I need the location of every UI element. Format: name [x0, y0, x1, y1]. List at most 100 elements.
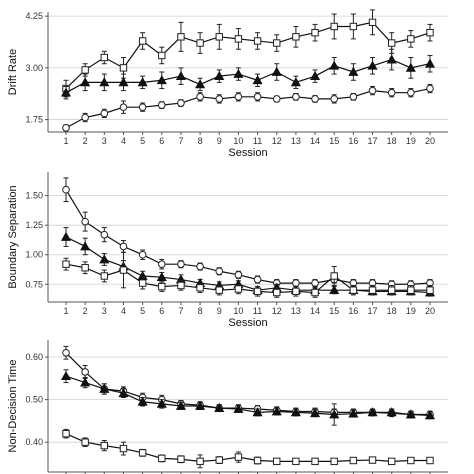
data-point: [156, 271, 167, 282]
data-point: [234, 271, 243, 279]
y-tick-label: 0.40: [25, 437, 43, 447]
data-point: [157, 260, 166, 268]
data-point: [157, 101, 166, 109]
data-point: [177, 281, 185, 290]
data-point: [329, 409, 340, 419]
x-tick-label: 20: [425, 306, 435, 316]
data-point: [426, 286, 434, 294]
data-point: [214, 70, 225, 80]
data-point: [290, 77, 301, 87]
data-point: [214, 402, 225, 412]
data-point: [138, 37, 147, 45]
x-tick-label: 8: [198, 306, 203, 316]
x-tick-label: 1: [63, 136, 68, 146]
x-tick-label: 17: [368, 136, 378, 146]
x-tick-label: 14: [310, 136, 320, 146]
data-point: [60, 231, 72, 241]
x-tick-label: 15: [329, 136, 339, 146]
data-point: [271, 406, 282, 416]
data-point: [99, 77, 110, 87]
data-point: [348, 408, 359, 418]
data-point: [100, 53, 109, 62]
x-tick-label: 14: [310, 306, 320, 316]
data-point: [310, 70, 321, 80]
x-tick-label: 6: [159, 136, 164, 146]
data-point: [158, 454, 166, 463]
data-point: [119, 64, 128, 72]
data-point: [253, 275, 262, 284]
y-axis-title: Boundary Separation: [7, 185, 19, 288]
x-tick-label: 10: [233, 136, 243, 146]
data-point: [386, 407, 397, 417]
data-point: [349, 93, 358, 101]
data-point: [407, 88, 415, 97]
data-point: [349, 456, 358, 465]
data-point: [196, 262, 204, 271]
series-line: [65, 21, 431, 89]
data-point: [195, 79, 206, 89]
y-tick-label: 0.75: [25, 279, 43, 289]
data-point: [138, 103, 147, 111]
data-point: [118, 77, 129, 87]
x-tick-label: 13: [291, 306, 301, 316]
data-point: [311, 457, 319, 466]
series-square: [62, 428, 434, 469]
data-point: [349, 22, 358, 31]
data-point: [195, 400, 206, 410]
data-point: [158, 282, 166, 291]
x-tick-label: 6: [159, 306, 164, 316]
data-point: [330, 95, 339, 103]
data-point: [234, 93, 243, 101]
data-point: [407, 286, 415, 294]
data-point: [175, 400, 186, 410]
data-point: [273, 288, 281, 297]
data-point: [311, 28, 319, 37]
series-circle: [62, 83, 434, 132]
data-point: [330, 272, 338, 280]
x-tick-label: 4: [121, 136, 126, 146]
data-point: [367, 60, 378, 70]
data-point: [196, 93, 204, 101]
data-point: [196, 284, 204, 292]
data-point: [100, 272, 109, 280]
data-point: [424, 58, 436, 68]
data-point: [196, 457, 204, 466]
y-tick-label: 3.00: [25, 63, 43, 73]
x-tick-label: 20: [425, 136, 435, 146]
data-point: [253, 37, 262, 45]
data-point: [138, 250, 147, 259]
data-point: [233, 403, 244, 413]
data-point: [292, 33, 300, 41]
data-point: [60, 370, 72, 381]
data-point: [215, 95, 224, 103]
chart-panel-2: 0.751.001.251.501 2 3 4 5 6 7 8 9 10 11 12 13 14 15 16 1…: [7, 172, 448, 329]
data-point: [100, 109, 109, 118]
x-tick-label: 1: [63, 306, 68, 316]
x-tick-label: 18: [387, 136, 397, 146]
data-point: [387, 286, 396, 294]
data-point: [292, 457, 300, 466]
x-tick-label: 9: [217, 136, 222, 146]
data-point: [156, 398, 167, 408]
y-tick-label: 1.50: [25, 191, 43, 201]
x-tick-label: 2: [83, 306, 88, 316]
data-point: [311, 288, 319, 297]
data-point: [100, 441, 109, 450]
series-line: [65, 352, 430, 416]
series-triangle: [60, 227, 436, 297]
x-axis-title: Session: [228, 317, 267, 329]
data-point: [119, 444, 128, 453]
data-point: [177, 260, 185, 268]
data-point: [387, 39, 396, 47]
y-tick-label: 4.25: [25, 11, 43, 21]
x-tick-label: 19: [406, 136, 416, 146]
data-point: [234, 453, 243, 461]
data-point: [81, 113, 89, 122]
data-point: [81, 438, 89, 446]
data-point: [215, 456, 223, 464]
x-tick-label: 3: [102, 136, 107, 146]
y-axis-title: Drift Rate: [7, 49, 19, 95]
data-point: [234, 285, 243, 293]
data-point: [424, 410, 436, 420]
data-point: [367, 407, 378, 417]
